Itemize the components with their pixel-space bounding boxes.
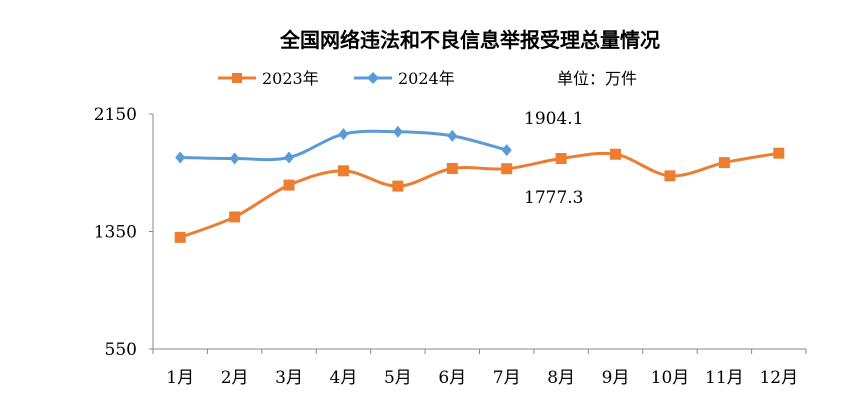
data-point bbox=[229, 152, 240, 165]
series-line-2023年 bbox=[179, 151, 780, 239]
x-tick-label: 9月 bbox=[602, 368, 630, 388]
y-tick-label: 550 bbox=[105, 340, 137, 360]
data-point bbox=[718, 157, 730, 169]
data-point bbox=[229, 211, 241, 223]
x-tick-label: 2月 bbox=[221, 368, 249, 388]
x-tick-label: 11月 bbox=[705, 368, 744, 388]
series bbox=[174, 125, 785, 243]
annotation-2023-july: 1777.3 bbox=[524, 188, 583, 208]
x-tick-label: 4月 bbox=[330, 368, 358, 388]
x-tick-label: 7月 bbox=[493, 368, 521, 388]
data-point bbox=[501, 144, 512, 157]
data-point bbox=[283, 179, 295, 191]
y-tick-label: 2150 bbox=[94, 105, 137, 125]
x-tick-label: 1月 bbox=[166, 368, 194, 388]
x-tick-label: 6月 bbox=[438, 368, 466, 388]
data-point bbox=[392, 180, 404, 192]
data-point bbox=[338, 128, 349, 141]
data-point bbox=[446, 162, 458, 174]
legend: 2023年 2024年 单位：万件 bbox=[218, 69, 637, 88]
data-point bbox=[773, 147, 785, 159]
x-tick-label: 5月 bbox=[384, 368, 412, 388]
x-tick-label: 8月 bbox=[547, 368, 575, 388]
unit-label: 单位：万件 bbox=[557, 69, 637, 88]
data-point bbox=[175, 151, 186, 164]
data-point bbox=[664, 170, 676, 182]
data-point bbox=[174, 231, 186, 243]
legend-label-2023: 2023年 bbox=[262, 69, 319, 88]
data-point bbox=[610, 148, 622, 160]
data-point bbox=[501, 163, 513, 175]
chart-title: 全国网络违法和不良信息举报受理总量情况 bbox=[279, 28, 660, 52]
legend-marker-2024 bbox=[367, 72, 379, 84]
data-point bbox=[555, 153, 567, 165]
x-tick-label: 12月 bbox=[759, 368, 798, 388]
annotation-2024-july: 1904.1 bbox=[524, 109, 583, 129]
x-tick-label: 3月 bbox=[275, 368, 303, 388]
data-point bbox=[337, 165, 349, 177]
data-point bbox=[284, 151, 295, 164]
legend-marker-2023 bbox=[232, 73, 242, 83]
x-tick-label: 10月 bbox=[651, 368, 690, 388]
data-point bbox=[447, 129, 458, 142]
y-tick-label: 1350 bbox=[94, 223, 137, 243]
legend-label-2024: 2024年 bbox=[398, 69, 455, 88]
data-point bbox=[392, 125, 403, 138]
axes: 550 1350 2150 1月 2月 3月 4月 5月 6月 7月 8月 9月 10月 11月 12月 bbox=[94, 105, 807, 388]
